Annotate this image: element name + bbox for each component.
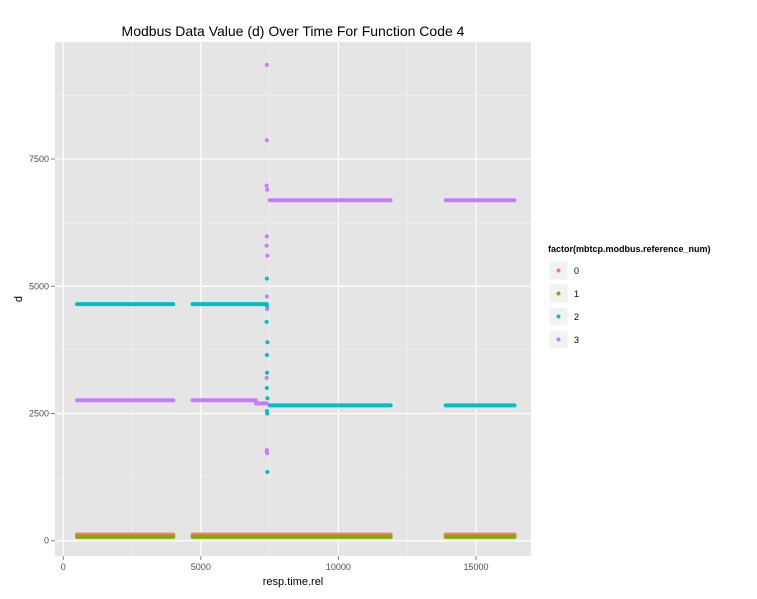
legend-item-0: 0 — [548, 260, 579, 281]
series-2-point — [265, 370, 270, 375]
chart-title: Modbus Data Value (d) Over Time For Func… — [122, 23, 465, 39]
x-axis-label: resp.time.rel — [263, 576, 324, 588]
series-2-point — [265, 470, 270, 475]
grid-major — [55, 42, 531, 556]
series-2-point — [264, 386, 269, 391]
series-3-point — [264, 448, 269, 453]
plot-panel — [55, 42, 531, 556]
series-3-point — [264, 375, 269, 380]
legend-key-point — [556, 291, 561, 296]
legend-label: 3 — [574, 335, 579, 345]
series-2-point — [265, 340, 270, 345]
legend-item-3: 3 — [548, 329, 579, 350]
legend-key-point — [556, 314, 561, 319]
y-tick-label: 2500 — [29, 409, 49, 419]
series-2-point — [264, 352, 269, 357]
series-3-point — [265, 307, 270, 312]
series-2-point — [264, 319, 269, 324]
series-3-point — [265, 451, 270, 456]
y-axis-ticks: 0 2500 5000 7500 — [29, 154, 55, 546]
y-tick-label: 0 — [44, 536, 49, 546]
series-3-point — [264, 294, 269, 299]
x-tick-label: 15000 — [463, 562, 488, 572]
x-tick-label: 10000 — [326, 562, 351, 572]
series-3-point — [265, 253, 270, 258]
x-tick-label: 0 — [61, 562, 66, 572]
legend: factor(mbtcp.modbus.reference_num) 0 1 2 3 — [548, 244, 711, 350]
series-2-point — [264, 276, 269, 281]
series-2-point — [265, 411, 270, 416]
series-3-point — [264, 234, 269, 239]
series-3-point — [264, 243, 269, 248]
x-axis-ticks: 0 5000 10000 15000 — [61, 556, 488, 572]
legend-title: factor(mbtcp.modbus.reference_num) — [548, 244, 711, 254]
series-3-point — [265, 187, 270, 192]
legend-key-point — [556, 268, 561, 273]
legend-key-point — [556, 337, 561, 342]
series-2 — [75, 276, 517, 475]
y-axis-label: d — [13, 296, 25, 302]
series-3-point — [264, 62, 269, 67]
legend-label: 1 — [574, 289, 579, 299]
legend-label: 0 — [574, 266, 579, 276]
y-tick-label: 5000 — [29, 281, 49, 291]
legend-item-1: 1 — [548, 283, 579, 304]
series-3-point — [264, 138, 269, 143]
y-tick-label: 7500 — [29, 154, 49, 164]
data-points — [75, 62, 517, 539]
series-3-point — [264, 183, 269, 188]
series-2-point — [265, 396, 270, 401]
x-tick-label: 5000 — [191, 562, 211, 572]
legend-item-2: 2 — [548, 306, 579, 327]
series-3 — [75, 62, 517, 456]
legend-label: 2 — [574, 312, 579, 322]
grid-minor — [55, 42, 531, 556]
